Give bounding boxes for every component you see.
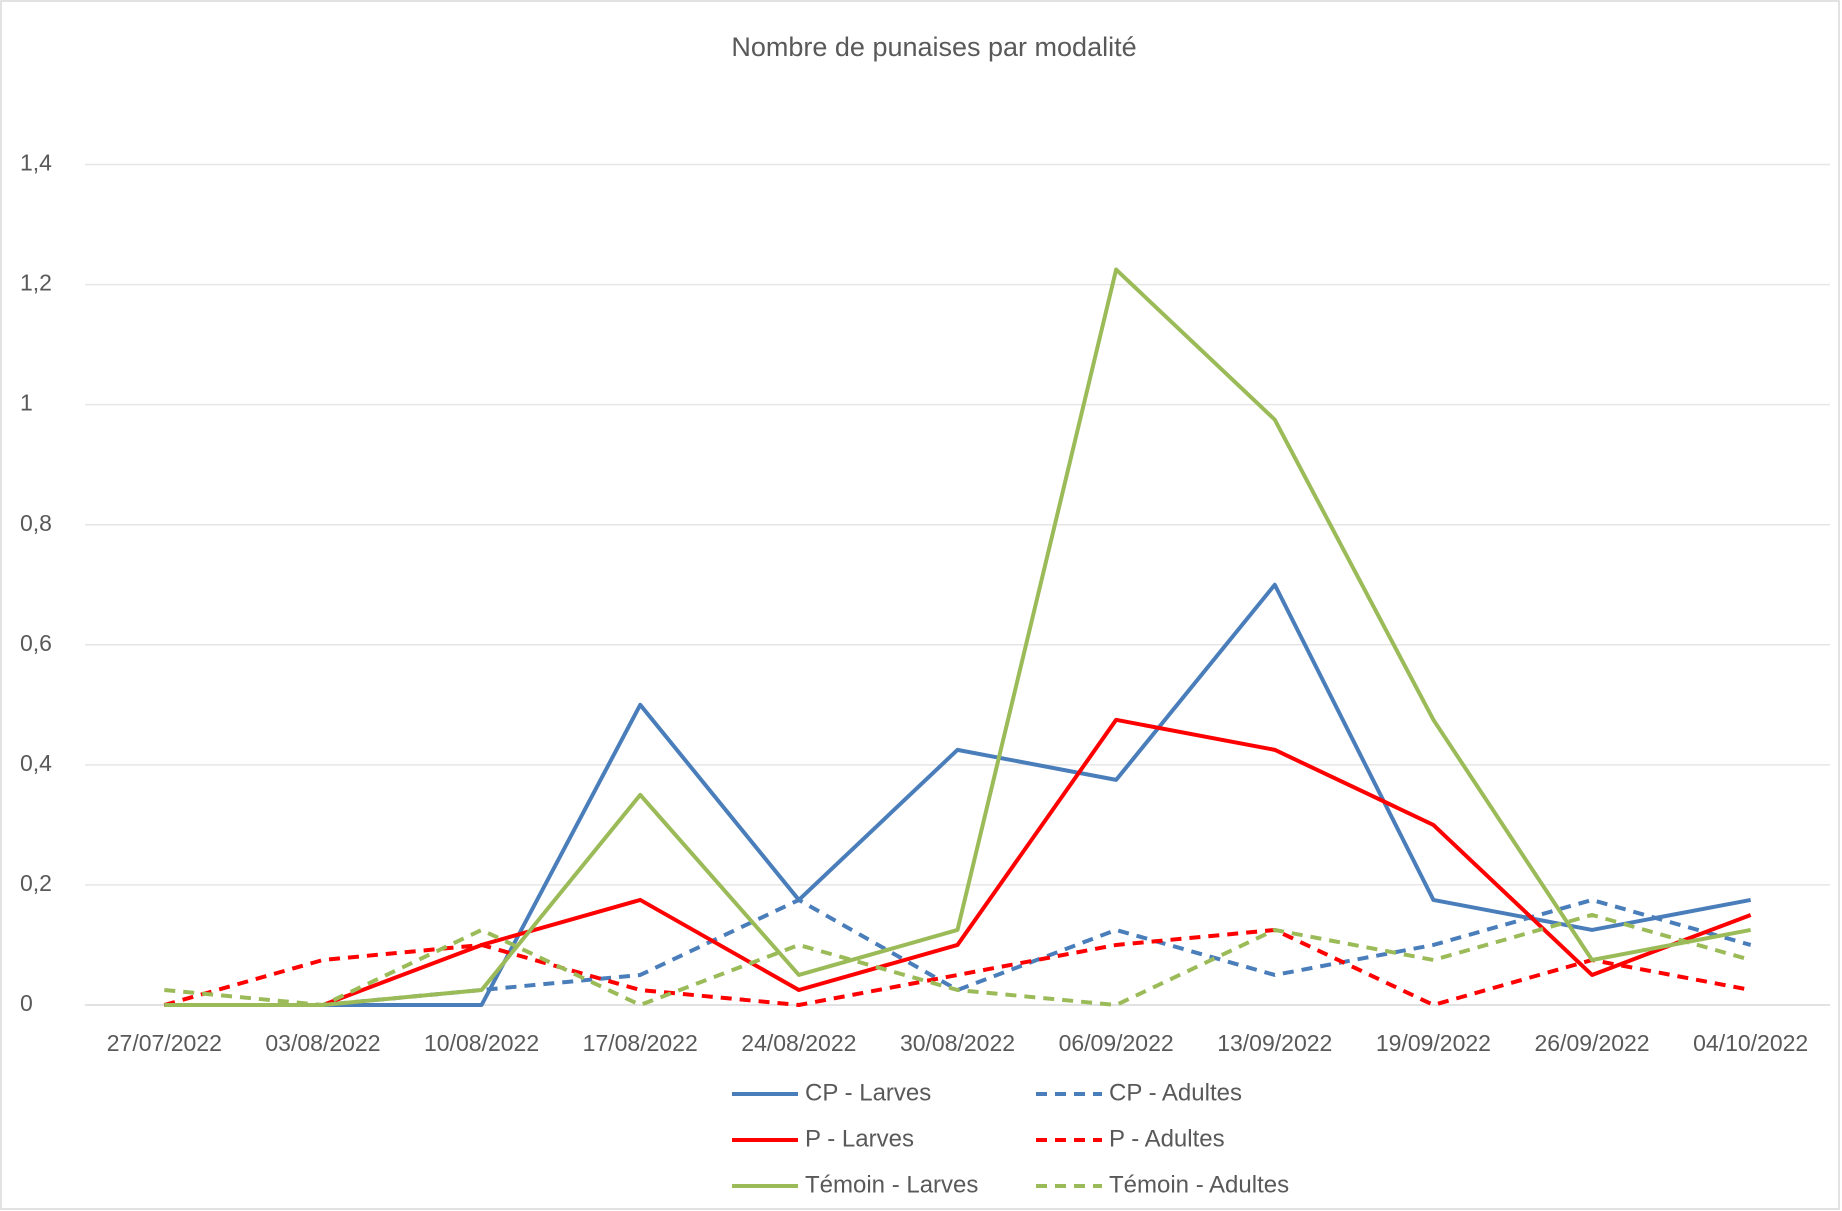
y-tick-label: 1,2	[20, 270, 52, 296]
data-line	[164, 582, 1752, 1007]
data-line	[164, 912, 1752, 1007]
data-line	[164, 267, 1752, 1007]
x-tick-label: 26/09/2022	[1534, 1030, 1649, 1056]
x-tick-label: 04/10/2022	[1693, 1030, 1808, 1056]
x-tick-label: 10/08/2022	[424, 1030, 539, 1056]
legend-label: Témoin - Adultes	[1109, 1171, 1289, 1198]
x-tick-label: 13/09/2022	[1217, 1030, 1332, 1056]
data-line	[163, 927, 1752, 1007]
legend-label: CP - Adultes	[1109, 1079, 1242, 1106]
data-line	[164, 717, 1752, 1007]
x-tick-label: 27/07/2022	[107, 1030, 222, 1056]
y-tick-label: 0	[20, 990, 33, 1016]
y-tick-label: 0,6	[20, 630, 52, 656]
legend-label: Témoin - Larves	[805, 1171, 978, 1198]
y-tick-label: 0,4	[20, 750, 52, 776]
y-tick-label: 0,8	[20, 510, 52, 536]
y-tick-label: 0,2	[20, 870, 52, 896]
y-tick-label: 1	[20, 390, 33, 416]
chart-title: Nombre de punaises par modalité	[731, 32, 1136, 62]
legend-label: P - Larves	[805, 1125, 914, 1152]
x-tick-label: 17/08/2022	[583, 1030, 698, 1056]
legend-label: CP - Larves	[805, 1079, 931, 1106]
x-tick-label: 19/09/2022	[1376, 1030, 1491, 1056]
legend-label: P - Adultes	[1109, 1125, 1225, 1152]
y-tick-label: 1,4	[20, 150, 52, 176]
x-tick-label: 30/08/2022	[900, 1030, 1015, 1056]
x-tick-label: 06/09/2022	[1059, 1030, 1174, 1056]
x-tick-label: 24/08/2022	[741, 1030, 856, 1056]
x-tick-label: 03/08/2022	[265, 1030, 380, 1056]
